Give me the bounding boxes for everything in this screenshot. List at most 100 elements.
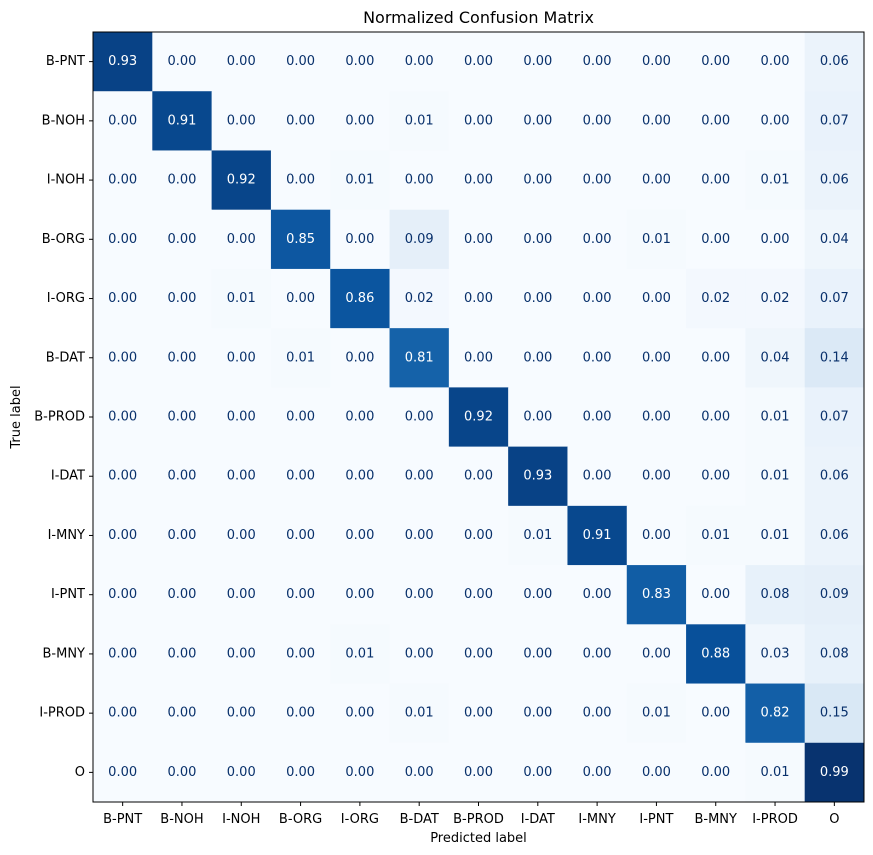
heatmap-cell [804,624,865,685]
cell-value-label: 0.00 [642,410,671,425]
cell-value-label: 0.00 [761,232,790,247]
cell-value-label: 0.00 [345,54,374,69]
heatmap-cell [745,742,806,803]
heatmap-cell [211,328,272,388]
heatmap-cell [686,505,746,566]
cell-value-label: 0.00 [523,646,552,661]
heatmap-cell [270,328,331,388]
heatmap-cell [448,32,509,92]
cell-value-label: 0.00 [167,173,196,188]
heatmap-cell [567,268,628,329]
cell-value-label: 0.00 [464,587,493,602]
cell-value-label: 0.00 [286,113,315,128]
heatmap-cell [508,387,568,448]
heatmap-cell [270,209,331,270]
heatmap-cell [686,387,746,448]
heatmap-cell [211,742,272,803]
cell-value-label: 0.00 [167,54,196,69]
heatmap-cell [152,624,213,685]
heatmap-cell [626,150,687,211]
heatmap-cell [152,446,213,507]
cell-value-label: 0.00 [583,765,612,780]
heatmap-cell [330,150,391,211]
heatmap-cell [448,328,509,388]
heatmap-cell [626,446,687,507]
heatmap-cell [93,565,153,625]
cell-value-label: 0.03 [761,646,790,661]
cell-value-label: 0.15 [820,706,849,721]
heatmap-cell [211,683,272,744]
heatmap-cell [330,446,391,507]
heatmap-cell [448,91,509,151]
heatmap-cell [804,683,865,744]
cell-value-label: 0.00 [464,232,493,247]
cell-value-label: 0.00 [227,469,256,484]
heatmap-cell [389,91,450,151]
cell-value-label: 0.00 [405,765,434,780]
heatmap-cell [686,268,746,329]
heatmap-cell [745,328,806,388]
heatmap-cell [508,505,568,566]
cell-value-label: 0.00 [167,646,196,661]
cell-value-label: 0.00 [642,765,671,780]
heatmap-cell [152,683,213,744]
heatmap-cell [745,683,806,744]
heatmap-cell [508,91,568,151]
heatmap-cell [686,209,746,270]
x-tick-label: I-PNT [639,812,673,827]
cell-value-label: 0.00 [761,54,790,69]
cell-value-label: 0.01 [345,173,374,188]
cell-value-label: 0.01 [345,646,374,661]
x-axis-ticks: B-PNT B-NOH I-NOH B-ORG I-ORG B-DAT B-PROD I-DA… [103,802,839,827]
cell-value-label: 0.00 [523,291,552,306]
cell-value-label: 0.00 [583,113,612,128]
cell-value-label: 0.83 [642,587,671,602]
heatmap-cell [804,209,865,270]
x-axis-label: Predicted label [430,831,527,846]
heatmap-cell [330,91,391,151]
cell-value-label: 0.01 [761,765,790,780]
heatmap-cell [330,328,391,388]
cell-value-label: 0.01 [761,469,790,484]
cell-value-label: 0.00 [286,469,315,484]
heatmap-cell [270,624,331,685]
x-tick-label: B-PNT [103,812,142,827]
x-tick-label: I-ORG [341,812,379,827]
heatmap-cell [508,209,568,270]
heatmap-cell [93,328,153,388]
cell-value-label: 0.00 [345,587,374,602]
cell-value-label: 0.07 [820,291,849,306]
x-tick-label: I-PROD [752,812,798,827]
cell-value-label: 0.00 [583,54,612,69]
heatmap-cell [567,91,628,151]
cell-value-label: 0.00 [286,587,315,602]
heatmap-cell [448,446,509,507]
cell-value-label: 0.00 [227,587,256,602]
heatmap-cell [93,742,153,803]
cell-value-label: 0.00 [761,113,790,128]
heatmap-cell [745,565,806,625]
cell-value-label: 0.01 [761,528,790,543]
heatmap-cell [745,209,806,270]
heatmap-cell [93,624,153,685]
heatmap-cell [626,624,687,685]
cell-value-label: 0.00 [108,350,137,365]
cell-value-label: 0.09 [405,232,434,247]
heatmap-cell [93,150,153,211]
cell-value-label: 0.00 [642,291,671,306]
heatmap-cell [804,742,865,803]
heatmap-cell [152,150,213,211]
cell-value-label: 0.00 [464,646,493,661]
heatmap-cell [745,91,806,151]
cell-value-label: 0.01 [405,706,434,721]
cell-value-label: 0.00 [464,291,493,306]
cell-value-label: 0.14 [820,350,849,365]
heatmap-cell [508,150,568,211]
y-axis-label: True label [9,385,24,449]
cell-value-label: 0.00 [583,587,612,602]
heatmap-cell [330,209,391,270]
cell-value-label: 0.00 [108,469,137,484]
heatmap-cell [804,150,865,211]
heatmap-cell [270,32,331,92]
